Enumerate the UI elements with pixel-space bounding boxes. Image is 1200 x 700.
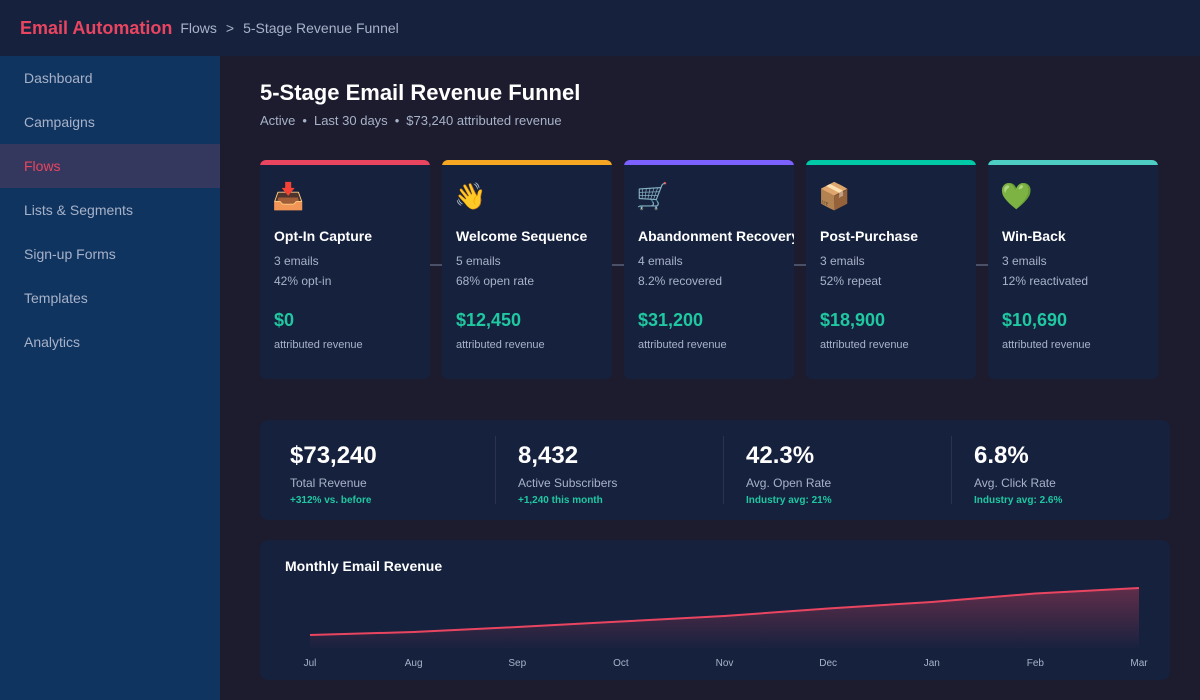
main-content: 5-Stage Email Revenue Funnel Active • La… bbox=[220, 56, 1200, 700]
stage-card-opt-in[interactable]: 📥 Opt-In Capture 3 emails 42% opt-in $0 … bbox=[260, 160, 430, 379]
revenue-area-chart: Jul Aug Sep Oct Nov Dec Jan Feb Mar bbox=[304, 587, 1148, 669]
app-title[interactable]: Email Automation bbox=[20, 17, 173, 38]
stage-name: Welcome Sequence bbox=[456, 228, 588, 244]
x-tick-label: Oct bbox=[613, 658, 629, 669]
page-title: 5-Stage Email Revenue Funnel bbox=[260, 80, 581, 105]
stage-name: Opt-In Capture bbox=[274, 228, 372, 244]
x-tick-label: Dec bbox=[819, 658, 837, 669]
kpi-divider bbox=[723, 436, 724, 504]
stage-revenue: $0 bbox=[274, 310, 295, 330]
stage-connector bbox=[976, 264, 988, 266]
kpi-value: $73,240 bbox=[290, 442, 377, 469]
stage-color-bar bbox=[806, 160, 976, 165]
stage-name: Post-Purchase bbox=[820, 228, 919, 244]
stage-card-welcome[interactable]: 👋 Welcome Sequence 5 emails 68% open rat… bbox=[442, 160, 612, 379]
x-tick-label: Aug bbox=[405, 658, 423, 669]
kpi-note: +1,240 this month bbox=[518, 495, 603, 506]
stage-email-count: 3 emails bbox=[820, 254, 865, 268]
stage-revenue: $10,690 bbox=[1002, 310, 1068, 330]
kpi-note: Industry avg: 2.6% bbox=[974, 495, 1063, 506]
stage-email-count: 3 emails bbox=[1002, 254, 1047, 268]
x-tick-label: Jul bbox=[304, 658, 317, 669]
kpi-value: 8,432 bbox=[518, 442, 579, 469]
stage-name: Win-Back bbox=[1002, 228, 1066, 244]
shopping-cart-icon: 🛒 bbox=[636, 181, 669, 211]
stage-revenue: $12,450 bbox=[456, 310, 522, 330]
breadcrumb-separator: > bbox=[225, 20, 235, 36]
kpi-label: Active Subscribers bbox=[518, 476, 618, 490]
stage-revenue-label: attributed revenue bbox=[638, 339, 727, 351]
stage-card-post-purchase[interactable]: 📦 Post-Purchase 3 emails 52% repeat $18,… bbox=[806, 160, 976, 379]
flow-status: Active bbox=[260, 113, 296, 128]
x-tick-label: Nov bbox=[716, 658, 734, 669]
breadcrumb-current: 5-Stage Revenue Funnel bbox=[243, 20, 399, 36]
sidebar-item-dashboard[interactable]: Dashboard bbox=[24, 70, 93, 86]
inbox-tray-icon: 📥 bbox=[272, 181, 305, 211]
stage-metric: 68% open rate bbox=[456, 274, 535, 288]
page-subtitle: Active • Last 30 days • $73,240 attribut… bbox=[260, 113, 562, 128]
stage-metric: 8.2% recovered bbox=[638, 274, 723, 288]
stage-email-count: 5 emails bbox=[456, 254, 501, 268]
stage-revenue-label: attributed revenue bbox=[456, 339, 545, 351]
stage-revenue: $18,900 bbox=[820, 310, 886, 330]
kpi-panel: $73,240 Total Revenue +312% vs. before 8… bbox=[260, 420, 1170, 520]
kpi-divider bbox=[951, 436, 952, 504]
kpi-label: Avg. Click Rate bbox=[974, 476, 1056, 490]
stage-revenue-label: attributed revenue bbox=[820, 339, 909, 351]
waving-hand-icon: 👋 bbox=[454, 181, 487, 211]
stage-color-bar bbox=[624, 160, 794, 165]
stage-connector bbox=[612, 264, 624, 266]
chart-title: Monthly Email Revenue bbox=[285, 558, 443, 574]
kpi-note: Industry avg: 21% bbox=[746, 495, 832, 506]
revenue-chart-panel: Monthly Email Revenue Jul Aug Sep Oct Nov Dec… bbox=[260, 540, 1170, 680]
breadcrumb: Flows > 5-Stage Revenue Funnel bbox=[180, 20, 398, 36]
sidebar-item-campaigns[interactable]: Campaigns bbox=[24, 114, 95, 130]
stage-color-bar bbox=[260, 160, 430, 165]
kpi-label: Total Revenue bbox=[290, 476, 367, 490]
sidebar-item-flows[interactable]: Flows bbox=[0, 144, 220, 188]
sidebar-item-analytics[interactable]: Analytics bbox=[24, 334, 81, 350]
separator-dot: • bbox=[394, 113, 400, 128]
stage-name: Abandonment Recovery bbox=[638, 228, 794, 244]
sidebar-item-signup-forms[interactable]: Sign-up Forms bbox=[24, 246, 116, 262]
stage-card-win-back[interactable]: 💚 Win-Back 3 emails 12% reactivated $10,… bbox=[988, 160, 1158, 379]
kpi-note: +312% vs. before bbox=[290, 495, 372, 506]
sidebar-item-templates[interactable]: Templates bbox=[24, 290, 88, 306]
date-range: Last 30 days bbox=[313, 113, 388, 128]
stage-card-abandonment[interactable]: 🛒 Abandonment Recovery 4 emails 8.2% rec… bbox=[624, 160, 794, 379]
kpi-label: Avg. Open Rate bbox=[746, 476, 832, 490]
stage-connector bbox=[430, 264, 442, 266]
stage-connector bbox=[794, 264, 806, 266]
stage-metric: 12% reactivated bbox=[1002, 274, 1089, 288]
x-tick-label: Sep bbox=[508, 658, 526, 669]
revenue-area-fill bbox=[310, 588, 1139, 650]
stage-email-count: 3 emails bbox=[274, 254, 319, 268]
breadcrumb-flows-link[interactable]: Flows bbox=[180, 20, 217, 36]
x-tick-label: Feb bbox=[1027, 658, 1045, 669]
stage-color-bar bbox=[988, 160, 1158, 165]
stage-revenue-label: attributed revenue bbox=[1002, 339, 1091, 351]
stage-color-bar bbox=[442, 160, 612, 165]
kpi-value: 6.8% bbox=[974, 442, 1029, 469]
separator-dot: • bbox=[302, 113, 307, 128]
revenue-series-line bbox=[309, 587, 1140, 636]
stage-revenue-label: attributed revenue bbox=[274, 339, 363, 351]
top-bar: Email Automation Flows > 5-Stage Revenue… bbox=[0, 0, 1200, 56]
stage-revenue: $31,200 bbox=[638, 310, 704, 330]
sidebar-item-lists-segments[interactable]: Lists & Segments bbox=[24, 202, 133, 218]
sidebar: Dashboard Campaigns Flows Lists & Segmen… bbox=[0, 56, 220, 700]
package-icon: 📦 bbox=[818, 181, 851, 211]
stage-metric: 42% opt-in bbox=[274, 274, 332, 288]
green-heart-icon: 💚 bbox=[1000, 181, 1033, 211]
x-tick-label: Mar bbox=[1130, 658, 1148, 669]
x-tick-label: Jan bbox=[924, 658, 940, 669]
revenue-summary: $73,240 attributed revenue bbox=[406, 113, 562, 128]
kpi-value: 42.3% bbox=[746, 442, 815, 469]
stage-metric: 52% repeat bbox=[820, 274, 882, 288]
stage-email-count: 4 emails bbox=[638, 254, 683, 268]
kpi-divider bbox=[495, 436, 496, 504]
